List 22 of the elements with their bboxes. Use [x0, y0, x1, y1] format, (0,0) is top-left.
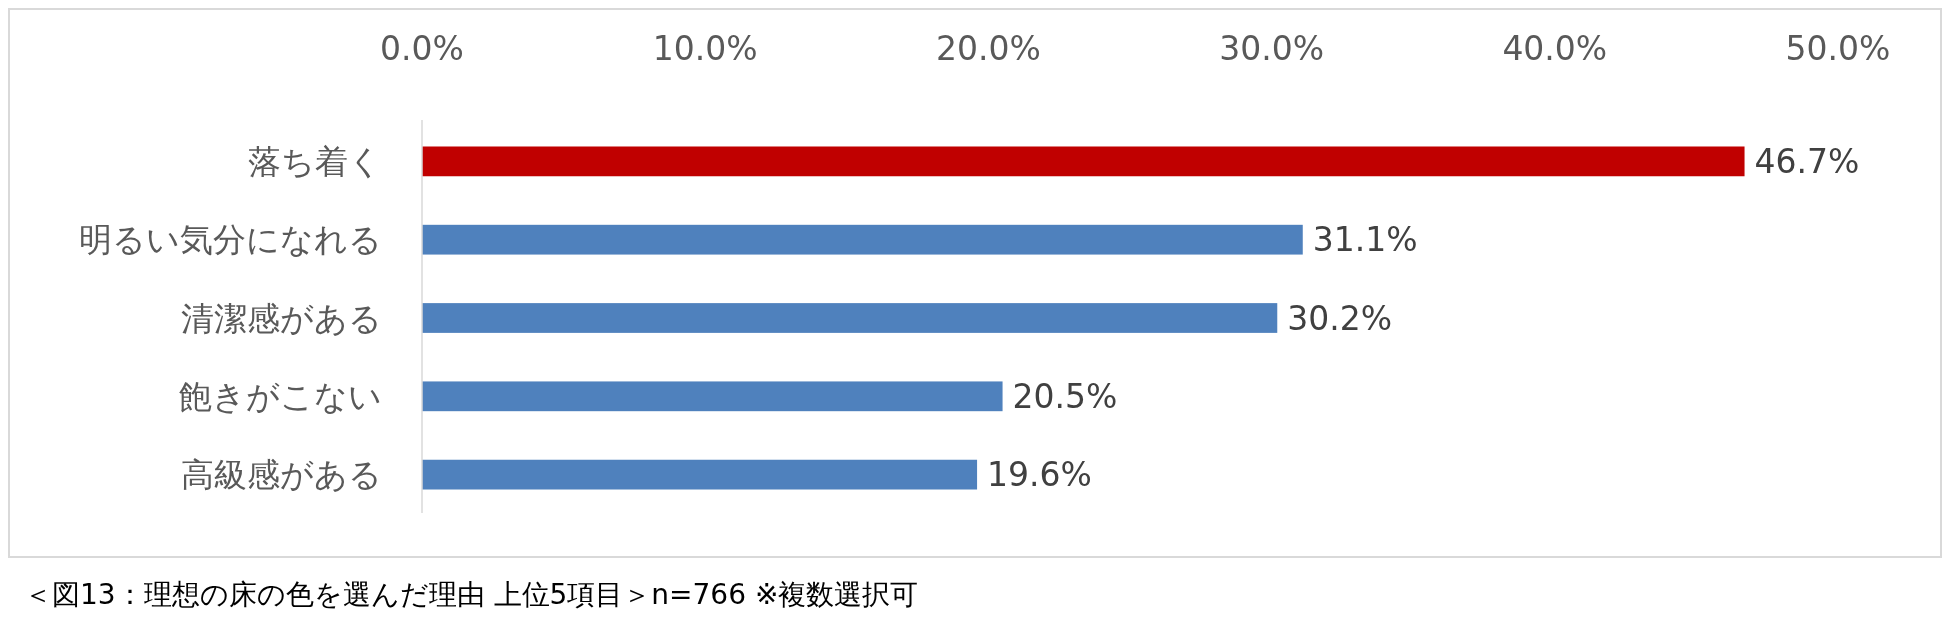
y-tick-label: 高級感がある: [181, 455, 382, 495]
x-tick-label: 40.0%: [1502, 29, 1608, 68]
data-label: 46.7%: [1754, 141, 1860, 181]
data-label: 31.1%: [1312, 220, 1418, 260]
text: ＜図13：理想の床の色を選んだ理由 上位5項目＞n=766 ※複数選択可: [24, 578, 919, 611]
data-label: 20.5%: [1012, 376, 1118, 416]
x-tick-label: 0.0%: [380, 29, 464, 68]
bar: [422, 146, 1745, 177]
bar: [422, 224, 1303, 255]
x-tick-label: 50.0%: [1785, 29, 1891, 68]
x-tick-label: 10.0%: [652, 29, 758, 68]
data-label: 30.2%: [1287, 298, 1393, 338]
y-tick-label: 飽きがこない: [179, 376, 382, 416]
x-tick-label: 20.0%: [935, 29, 1041, 68]
bar: [422, 303, 1278, 333]
y-tick-label: 清潔感がある: [181, 298, 382, 338]
x-tick-label: 30.0%: [1219, 29, 1325, 68]
y-tick-label: 落ち着く: [248, 141, 382, 181]
y-tick-label: 明るい気分になれる: [79, 220, 382, 260]
data-label: 19.6%: [987, 455, 1092, 495]
bar: [422, 459, 978, 490]
bar: [422, 381, 1003, 412]
